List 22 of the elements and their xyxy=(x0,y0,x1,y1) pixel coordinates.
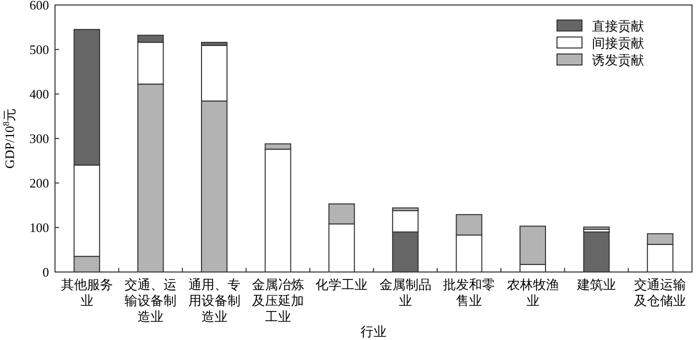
y-tick-label: 500 xyxy=(30,42,49,58)
x-axis-title: 行业 xyxy=(360,324,386,339)
x-tick-label: 化学工业 xyxy=(316,277,368,292)
y-tick-label: 100 xyxy=(30,220,49,236)
x-tick-label: 金属制品业 xyxy=(379,277,432,308)
y-tick-label: 400 xyxy=(30,86,49,102)
bar xyxy=(583,226,610,230)
x-tick-label: 通用、专用设备制造业 xyxy=(188,277,240,324)
y-tick-label: 300 xyxy=(30,131,49,146)
legend-label: 直接贡献 xyxy=(592,18,644,34)
y-tick-label: 600 xyxy=(30,0,49,13)
legend-label: 间接贡献 xyxy=(592,36,644,51)
x-tick-label: 建筑业 xyxy=(576,277,616,292)
y-tick-label: 0 xyxy=(42,264,49,280)
legend-label: 诱发贡献 xyxy=(592,52,644,68)
x-tick-label: 交通、运输设备制造业 xyxy=(124,277,177,324)
x-tick-label: 批发和零售业 xyxy=(443,277,496,308)
x-tick-label: 金属冶炼及压延加工业 xyxy=(252,277,304,324)
x-tick-label: 农林牧渔业 xyxy=(506,277,559,308)
x-tick-label: 其他服务业 xyxy=(60,277,113,308)
x-tick-label: 交通运输及仓储业 xyxy=(634,277,686,308)
y-tick-label: 200 xyxy=(30,176,49,191)
